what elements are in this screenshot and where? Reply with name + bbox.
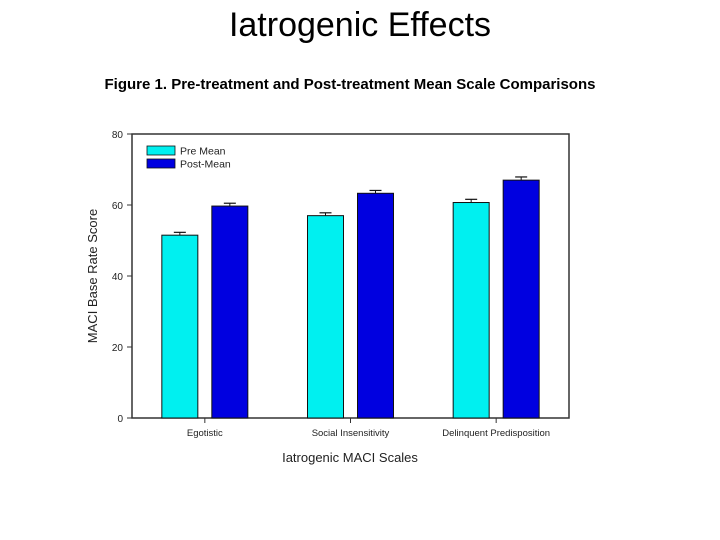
bar [452,202,490,419]
x-axis-label: Iatrogenic MACI Scales [282,450,418,465]
legend-label: Post-Mean [180,159,231,171]
y-tick-label: 20 [112,343,124,354]
bar [307,215,344,419]
bar [357,192,394,419]
bar [211,205,249,419]
x-tick-label: Egotistic [187,428,223,439]
bar [502,179,540,419]
legend-swatch [146,145,176,156]
y-tick-label: 0 [117,414,123,425]
y-axis-label: MACI Base Rate Score [85,209,100,343]
x-tick-label: Delinquent Predisposition [442,428,550,439]
legend-label: Pre Mean [180,146,226,158]
x-tick-label: Social Insensitivity [312,428,390,439]
bar [161,234,199,419]
figure-title: Figure 1. Pre-treatment and Post-treatme… [104,76,596,93]
y-tick-label: 40 [112,272,124,283]
y-tick-label: 60 [112,201,124,212]
slide-title: Iatrogenic Effects [228,6,492,44]
y-tick-label: 80 [112,130,124,141]
legend-swatch [146,158,176,169]
